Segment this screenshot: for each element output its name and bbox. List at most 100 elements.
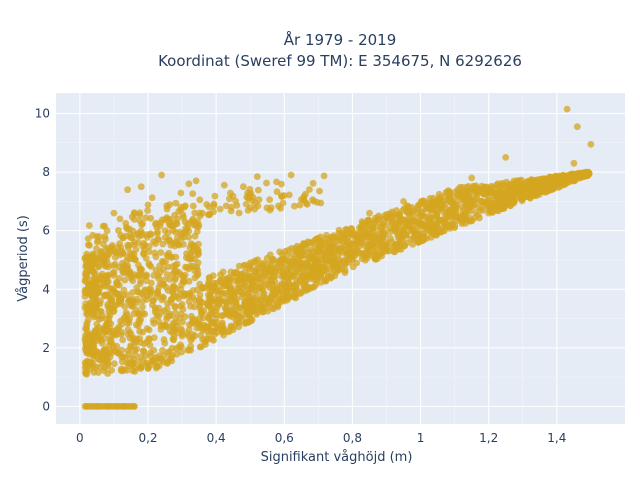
chart-subtitle: Koordinat (Sweref 99 TM): E 354675, N 62… — [158, 52, 522, 70]
scatter-point — [553, 174, 561, 182]
scatter-point — [121, 366, 128, 373]
scatter-point — [105, 314, 113, 321]
scatter-point — [235, 209, 243, 217]
scatter-point — [322, 276, 329, 284]
scatter-point — [389, 219, 396, 227]
scatter-point — [187, 240, 195, 248]
scatter-point — [251, 205, 258, 213]
scatter-point — [526, 181, 534, 189]
scatter-point — [303, 273, 311, 280]
scatter-point — [253, 173, 261, 181]
scatter-point — [107, 336, 115, 344]
scatter-point — [569, 174, 577, 182]
scatter-point — [160, 294, 167, 302]
scatter-point — [532, 183, 539, 190]
scatter-point — [197, 332, 205, 339]
scatter-point — [93, 403, 101, 410]
scatter-point — [302, 190, 309, 198]
scatter-point — [400, 198, 407, 205]
scatter-point — [193, 248, 201, 256]
scatter-point — [146, 341, 154, 349]
scatter-point — [105, 250, 113, 258]
scatter-point — [111, 248, 118, 256]
scatter-point — [509, 197, 516, 205]
scatter-point — [373, 234, 380, 242]
scatter-point — [241, 320, 249, 327]
scatter-point — [254, 186, 262, 194]
scatter-point — [120, 403, 128, 410]
scatter-point — [335, 266, 342, 274]
scatter-point — [222, 298, 230, 305]
scatter-point — [136, 211, 144, 219]
scatter-point — [122, 220, 130, 227]
scatter-point — [84, 329, 91, 337]
scatter-point — [85, 290, 93, 298]
scatter-point — [278, 260, 286, 268]
x-tick-label: 0 — [76, 431, 84, 445]
scatter-point — [273, 178, 280, 186]
scatter-point — [285, 257, 293, 265]
scatter-point — [304, 248, 312, 256]
scatter-point — [164, 263, 172, 271]
scatter-point — [180, 214, 187, 221]
scatter-point — [121, 313, 129, 321]
scatter-point — [92, 284, 100, 292]
x-tick-label: 0,2 — [138, 431, 157, 445]
scatter-point — [400, 229, 408, 237]
scatter-point — [327, 265, 335, 272]
scatter-point — [409, 241, 417, 248]
scatter-point — [311, 237, 318, 244]
scatter-point — [227, 292, 235, 299]
scatter-point — [223, 308, 231, 316]
scatter-point — [333, 236, 341, 244]
scatter-point — [458, 220, 466, 228]
scatter-point — [218, 290, 226, 297]
scatter-point — [222, 202, 230, 210]
scatter-point — [109, 269, 117, 277]
scatter-point — [97, 337, 105, 344]
scatter-point — [426, 205, 434, 213]
y-tick-label: 4 — [42, 282, 50, 296]
scatter-point — [291, 202, 298, 210]
scatter-point — [154, 289, 161, 297]
scatter-point — [145, 326, 153, 334]
scatter-point — [189, 293, 197, 301]
scatter-point — [367, 234, 375, 242]
scatter-point — [83, 370, 91, 378]
scatter-point — [419, 209, 427, 217]
scatter-point — [410, 225, 418, 233]
scatter-point — [157, 249, 165, 256]
scatter-point — [205, 210, 213, 218]
scatter-point — [203, 201, 211, 208]
scatter-point — [139, 242, 147, 250]
scatter-point — [310, 273, 317, 281]
scatter-point — [137, 183, 145, 191]
scatter-point — [277, 204, 284, 212]
scatter-point — [364, 217, 372, 225]
scatter-point — [205, 313, 213, 321]
scatter-point — [178, 301, 186, 308]
scatter-point — [250, 283, 258, 291]
scatter-point — [292, 264, 300, 272]
scatter-point — [320, 250, 328, 258]
scatter-point — [328, 257, 336, 265]
scatter-point — [161, 307, 168, 315]
scatter-point — [179, 318, 187, 326]
scatter-point — [110, 360, 118, 368]
scatter-point — [149, 297, 157, 304]
scatter-point — [147, 279, 155, 287]
scatter-point — [417, 236, 424, 243]
scatter-point — [144, 201, 152, 209]
scatter-point — [180, 277, 188, 285]
scatter-point — [216, 205, 224, 213]
scatter-point — [163, 313, 171, 321]
scatter-point — [119, 336, 127, 344]
scatter-point — [129, 289, 137, 296]
scatter-point — [150, 319, 158, 327]
scatter-point — [115, 323, 123, 331]
scatter-point — [451, 224, 458, 232]
scatter-point — [189, 190, 197, 198]
x-tick-label: 1,4 — [547, 431, 566, 445]
scatter-point — [193, 272, 201, 279]
